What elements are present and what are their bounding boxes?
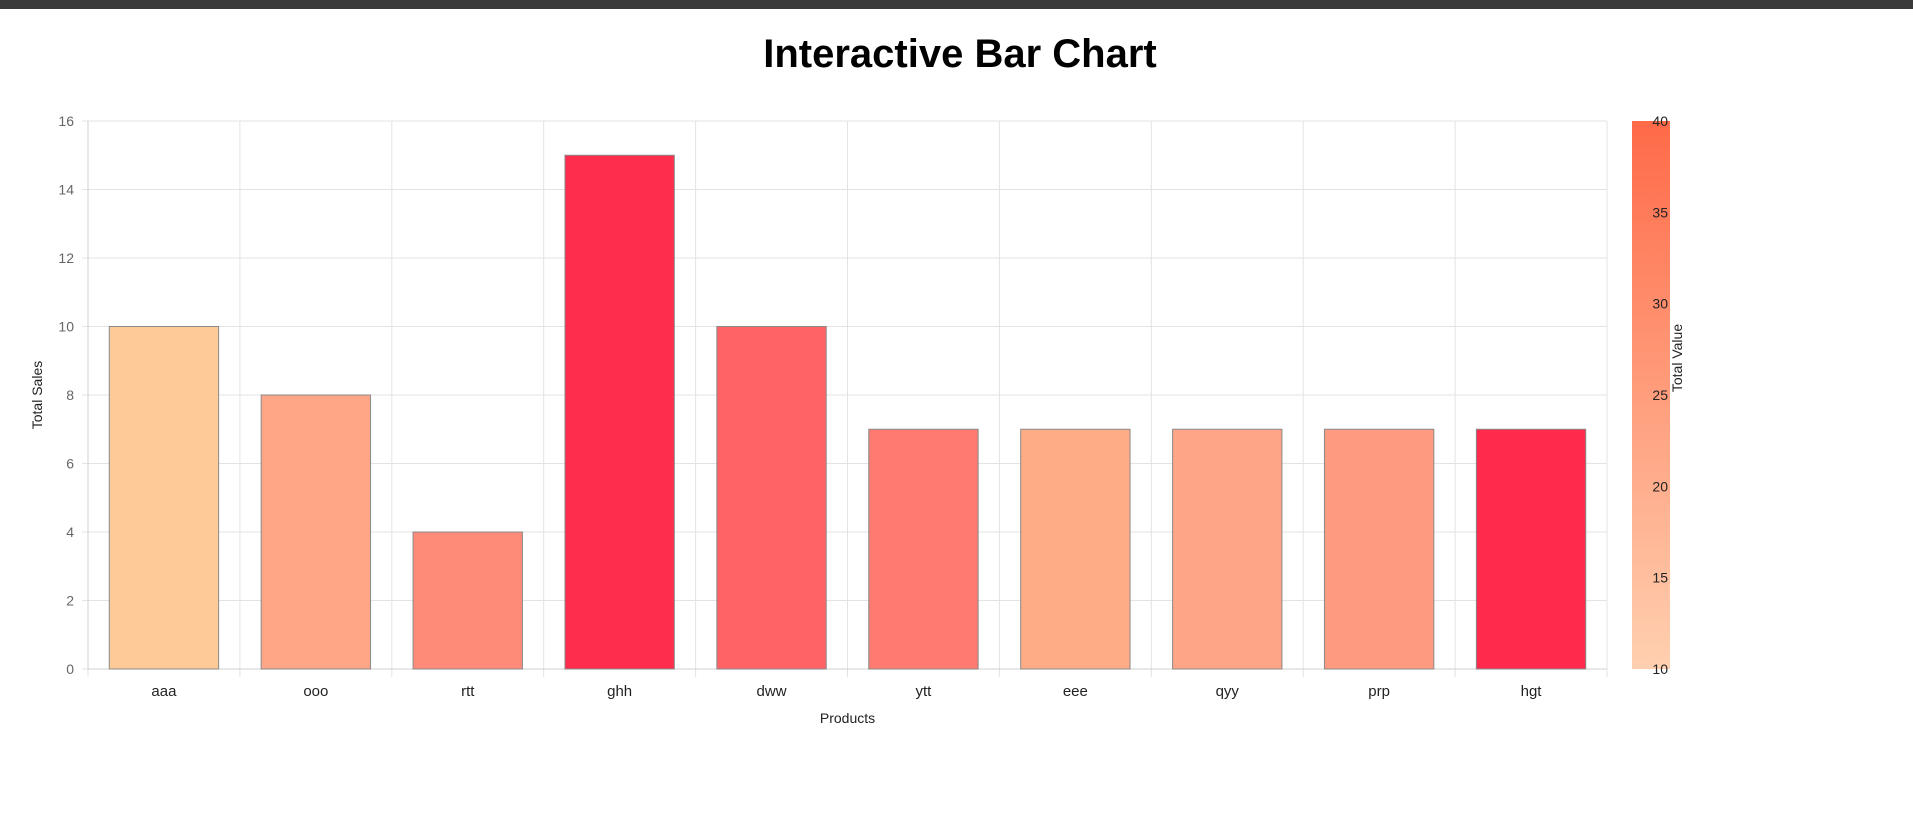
x-axis-ticks: aaa ooo rtt ghh dww ytt eee qyy prp hgt <box>151 683 1542 700</box>
bar-rtt[interactable] <box>412 531 523 670</box>
x-tick-label: prp <box>1368 683 1390 700</box>
bar-prp[interactable] <box>1323 428 1435 670</box>
x-axis-label: Products <box>820 710 875 726</box>
y-tick-label: 2 <box>66 593 74 609</box>
bars <box>108 154 1587 670</box>
bar-ooo[interactable] <box>260 394 372 670</box>
bar-qyy[interactable] <box>1172 428 1283 670</box>
color-scale-tick-label: 35 <box>1652 204 1668 220</box>
y-tick-label: 8 <box>66 387 74 403</box>
y-tick-label: 6 <box>66 456 74 472</box>
x-tick-label: ytt <box>916 683 933 700</box>
color-scale-tick-label: 15 <box>1652 570 1668 586</box>
bar-dww[interactable] <box>716 326 827 670</box>
bar-ghh[interactable] <box>564 154 675 670</box>
bar-eee[interactable] <box>1020 428 1131 670</box>
top-strip <box>0 0 1913 9</box>
color-scale-ticks: 10 15 20 25 30 35 40 <box>1652 113 1668 677</box>
y-tick-label: 4 <box>66 524 74 540</box>
x-tick-label: eee <box>1063 683 1088 700</box>
y-tick-label: 16 <box>58 113 74 129</box>
page-title: Interactive Bar Chart <box>763 32 1157 76</box>
x-tick-label: aaa <box>151 683 177 700</box>
y-tick-label: 10 <box>58 319 74 335</box>
y-tick-label: 0 <box>66 661 74 677</box>
y-tick-label: 14 <box>58 182 74 198</box>
bar-hgt[interactable] <box>1475 428 1587 670</box>
x-tick-label: rtt <box>461 683 475 700</box>
color-scale-tick-label: 25 <box>1652 387 1668 403</box>
y-axis-label: Total Sales <box>29 361 45 429</box>
color-scale-tick-label: 10 <box>1652 661 1668 677</box>
color-scale-label: Total Value <box>1669 324 1685 392</box>
x-tick-label: dww <box>757 683 787 700</box>
x-tick-label: hgt <box>1521 683 1543 700</box>
color-scale-bar <box>1632 121 1670 669</box>
x-tick-label: ghh <box>607 683 632 700</box>
color-scale-tick-label: 30 <box>1652 296 1668 312</box>
y-tick-label: 12 <box>58 250 74 266</box>
color-scale-tick-label: 40 <box>1652 113 1668 129</box>
color-scale-tick-label: 20 <box>1652 478 1668 494</box>
y-axis-ticks: 0 2 4 6 8 10 12 14 16 <box>58 113 74 677</box>
bar-aaa[interactable] <box>108 326 220 670</box>
x-tick-label: ooo <box>303 683 328 700</box>
x-tick-label: qyy <box>1216 683 1240 700</box>
bar-ytt[interactable] <box>868 428 979 670</box>
